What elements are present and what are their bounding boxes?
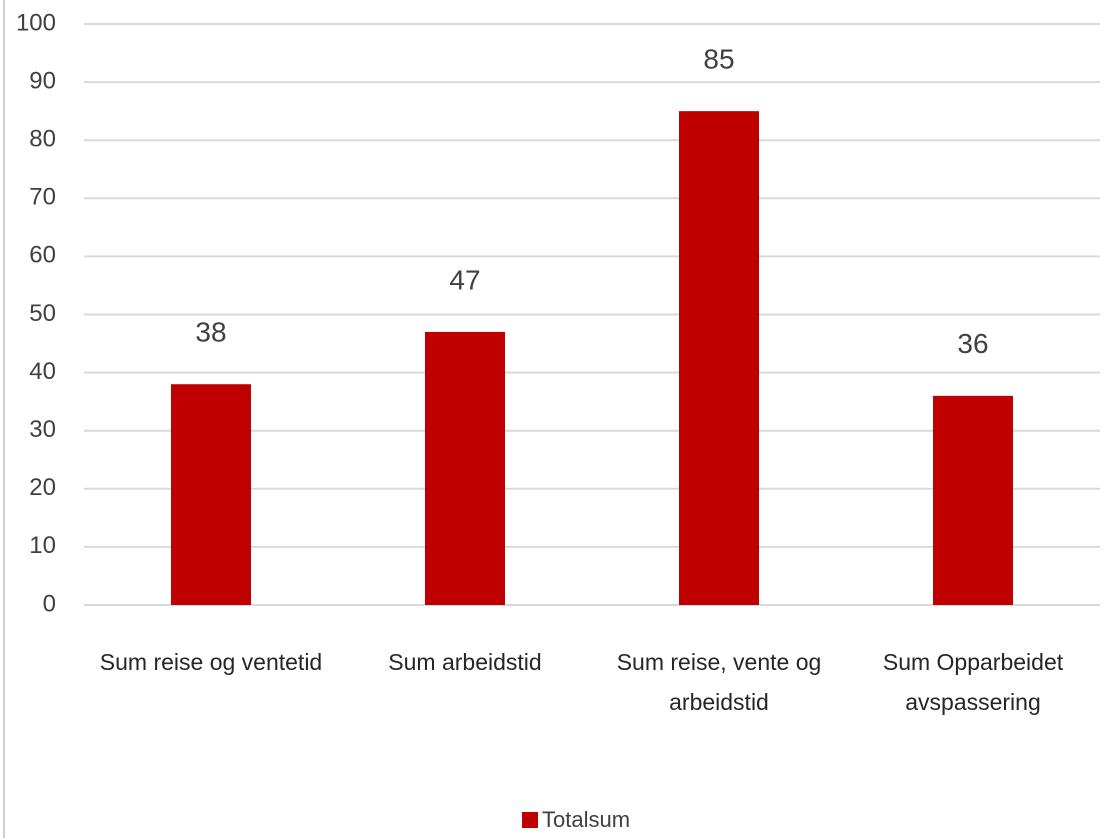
bar <box>171 384 251 605</box>
data-label: 47 <box>449 264 480 295</box>
y-tick-label: 80 <box>29 126 56 153</box>
x-tick-label: Sum arbeidstid <box>388 649 542 675</box>
legend-swatch <box>522 812 538 828</box>
y-tick-label: 60 <box>29 242 56 269</box>
bar <box>679 111 759 606</box>
x-tick-label: Sum Opparbeidet avspassering <box>882 649 1064 715</box>
y-tick-label: 100 <box>16 9 56 36</box>
data-label: 85 <box>703 44 734 75</box>
x-tick-label: Sum reise og ventetid <box>99 649 323 675</box>
bar <box>425 331 505 605</box>
bar <box>933 395 1013 605</box>
y-tick-label: 40 <box>29 358 56 385</box>
y-tick-label: 20 <box>29 474 56 501</box>
y-tick-label: 30 <box>29 416 56 443</box>
data-label: 38 <box>195 317 226 348</box>
y-tick-label: 10 <box>29 532 56 559</box>
y-tick-label: 70 <box>29 184 56 211</box>
data-label: 36 <box>957 328 988 359</box>
y-tick-label: 50 <box>29 300 56 327</box>
legend-label: Totalsum <box>542 807 630 832</box>
y-tick-label: 90 <box>29 67 56 94</box>
y-tick-label: 0 <box>43 590 56 617</box>
x-tick-label: Sum reise, vente og arbeidstid <box>616 649 822 715</box>
